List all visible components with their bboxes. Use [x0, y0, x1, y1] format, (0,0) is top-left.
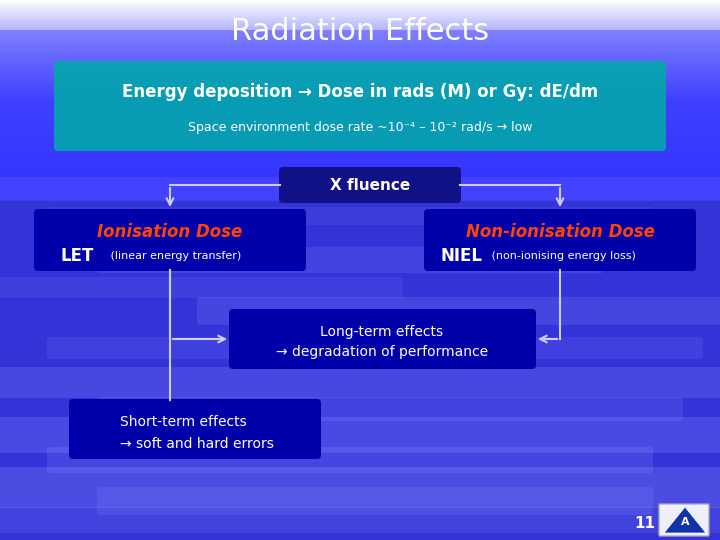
Text: Short-term effects: Short-term effects	[120, 415, 247, 429]
FancyBboxPatch shape	[659, 504, 709, 536]
FancyBboxPatch shape	[197, 297, 720, 325]
FancyBboxPatch shape	[229, 309, 536, 369]
FancyBboxPatch shape	[54, 61, 666, 151]
Text: Energy deposition → Dose in rads (M) or Gy: dE/dm: Energy deposition → Dose in rads (M) or …	[122, 83, 598, 101]
Text: Space environment dose rate ~10⁻⁴ – 10⁻² rad/s → low: Space environment dose rate ~10⁻⁴ – 10⁻²…	[188, 122, 532, 134]
FancyBboxPatch shape	[97, 247, 603, 273]
FancyBboxPatch shape	[0, 277, 403, 298]
Text: Ionisation Dose: Ionisation Dose	[97, 223, 243, 241]
FancyBboxPatch shape	[0, 177, 720, 201]
Text: → soft and hard errors: → soft and hard errors	[120, 437, 274, 451]
FancyBboxPatch shape	[424, 209, 696, 271]
Text: NIEL: NIEL	[440, 247, 482, 265]
Text: (non-ionising energy loss): (non-ionising energy loss)	[488, 251, 636, 261]
Text: A: A	[680, 517, 689, 527]
FancyBboxPatch shape	[47, 447, 653, 473]
FancyBboxPatch shape	[0, 467, 720, 508]
FancyBboxPatch shape	[97, 397, 683, 421]
Text: LET: LET	[60, 247, 94, 265]
FancyBboxPatch shape	[0, 367, 720, 398]
Text: Radiation Effects: Radiation Effects	[231, 17, 489, 46]
Polygon shape	[664, 507, 706, 533]
FancyBboxPatch shape	[0, 417, 720, 453]
FancyBboxPatch shape	[34, 209, 306, 271]
Text: (linear energy transfer): (linear energy transfer)	[107, 251, 241, 261]
FancyBboxPatch shape	[279, 167, 461, 203]
FancyBboxPatch shape	[0, 507, 720, 533]
Text: Non-ionisation Dose: Non-ionisation Dose	[466, 223, 654, 241]
FancyBboxPatch shape	[97, 487, 653, 515]
Text: Long-term effects: Long-term effects	[320, 325, 444, 339]
Text: X fluence: X fluence	[330, 178, 410, 192]
FancyBboxPatch shape	[69, 399, 321, 459]
Text: 11: 11	[634, 516, 655, 530]
FancyBboxPatch shape	[47, 337, 703, 359]
FancyBboxPatch shape	[47, 207, 653, 225]
Text: → degradation of performance: → degradation of performance	[276, 345, 488, 359]
